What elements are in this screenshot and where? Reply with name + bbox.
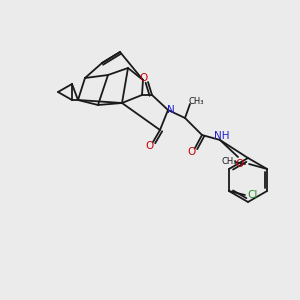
Text: N: N [167,105,175,115]
Text: O: O [145,141,153,151]
Text: O: O [235,159,243,169]
Text: CH₃: CH₃ [188,98,204,106]
Text: Cl: Cl [248,190,258,200]
Text: CH₃: CH₃ [221,158,237,166]
Text: O: O [187,147,195,157]
Text: NH: NH [214,131,230,141]
Text: O: O [140,73,148,83]
